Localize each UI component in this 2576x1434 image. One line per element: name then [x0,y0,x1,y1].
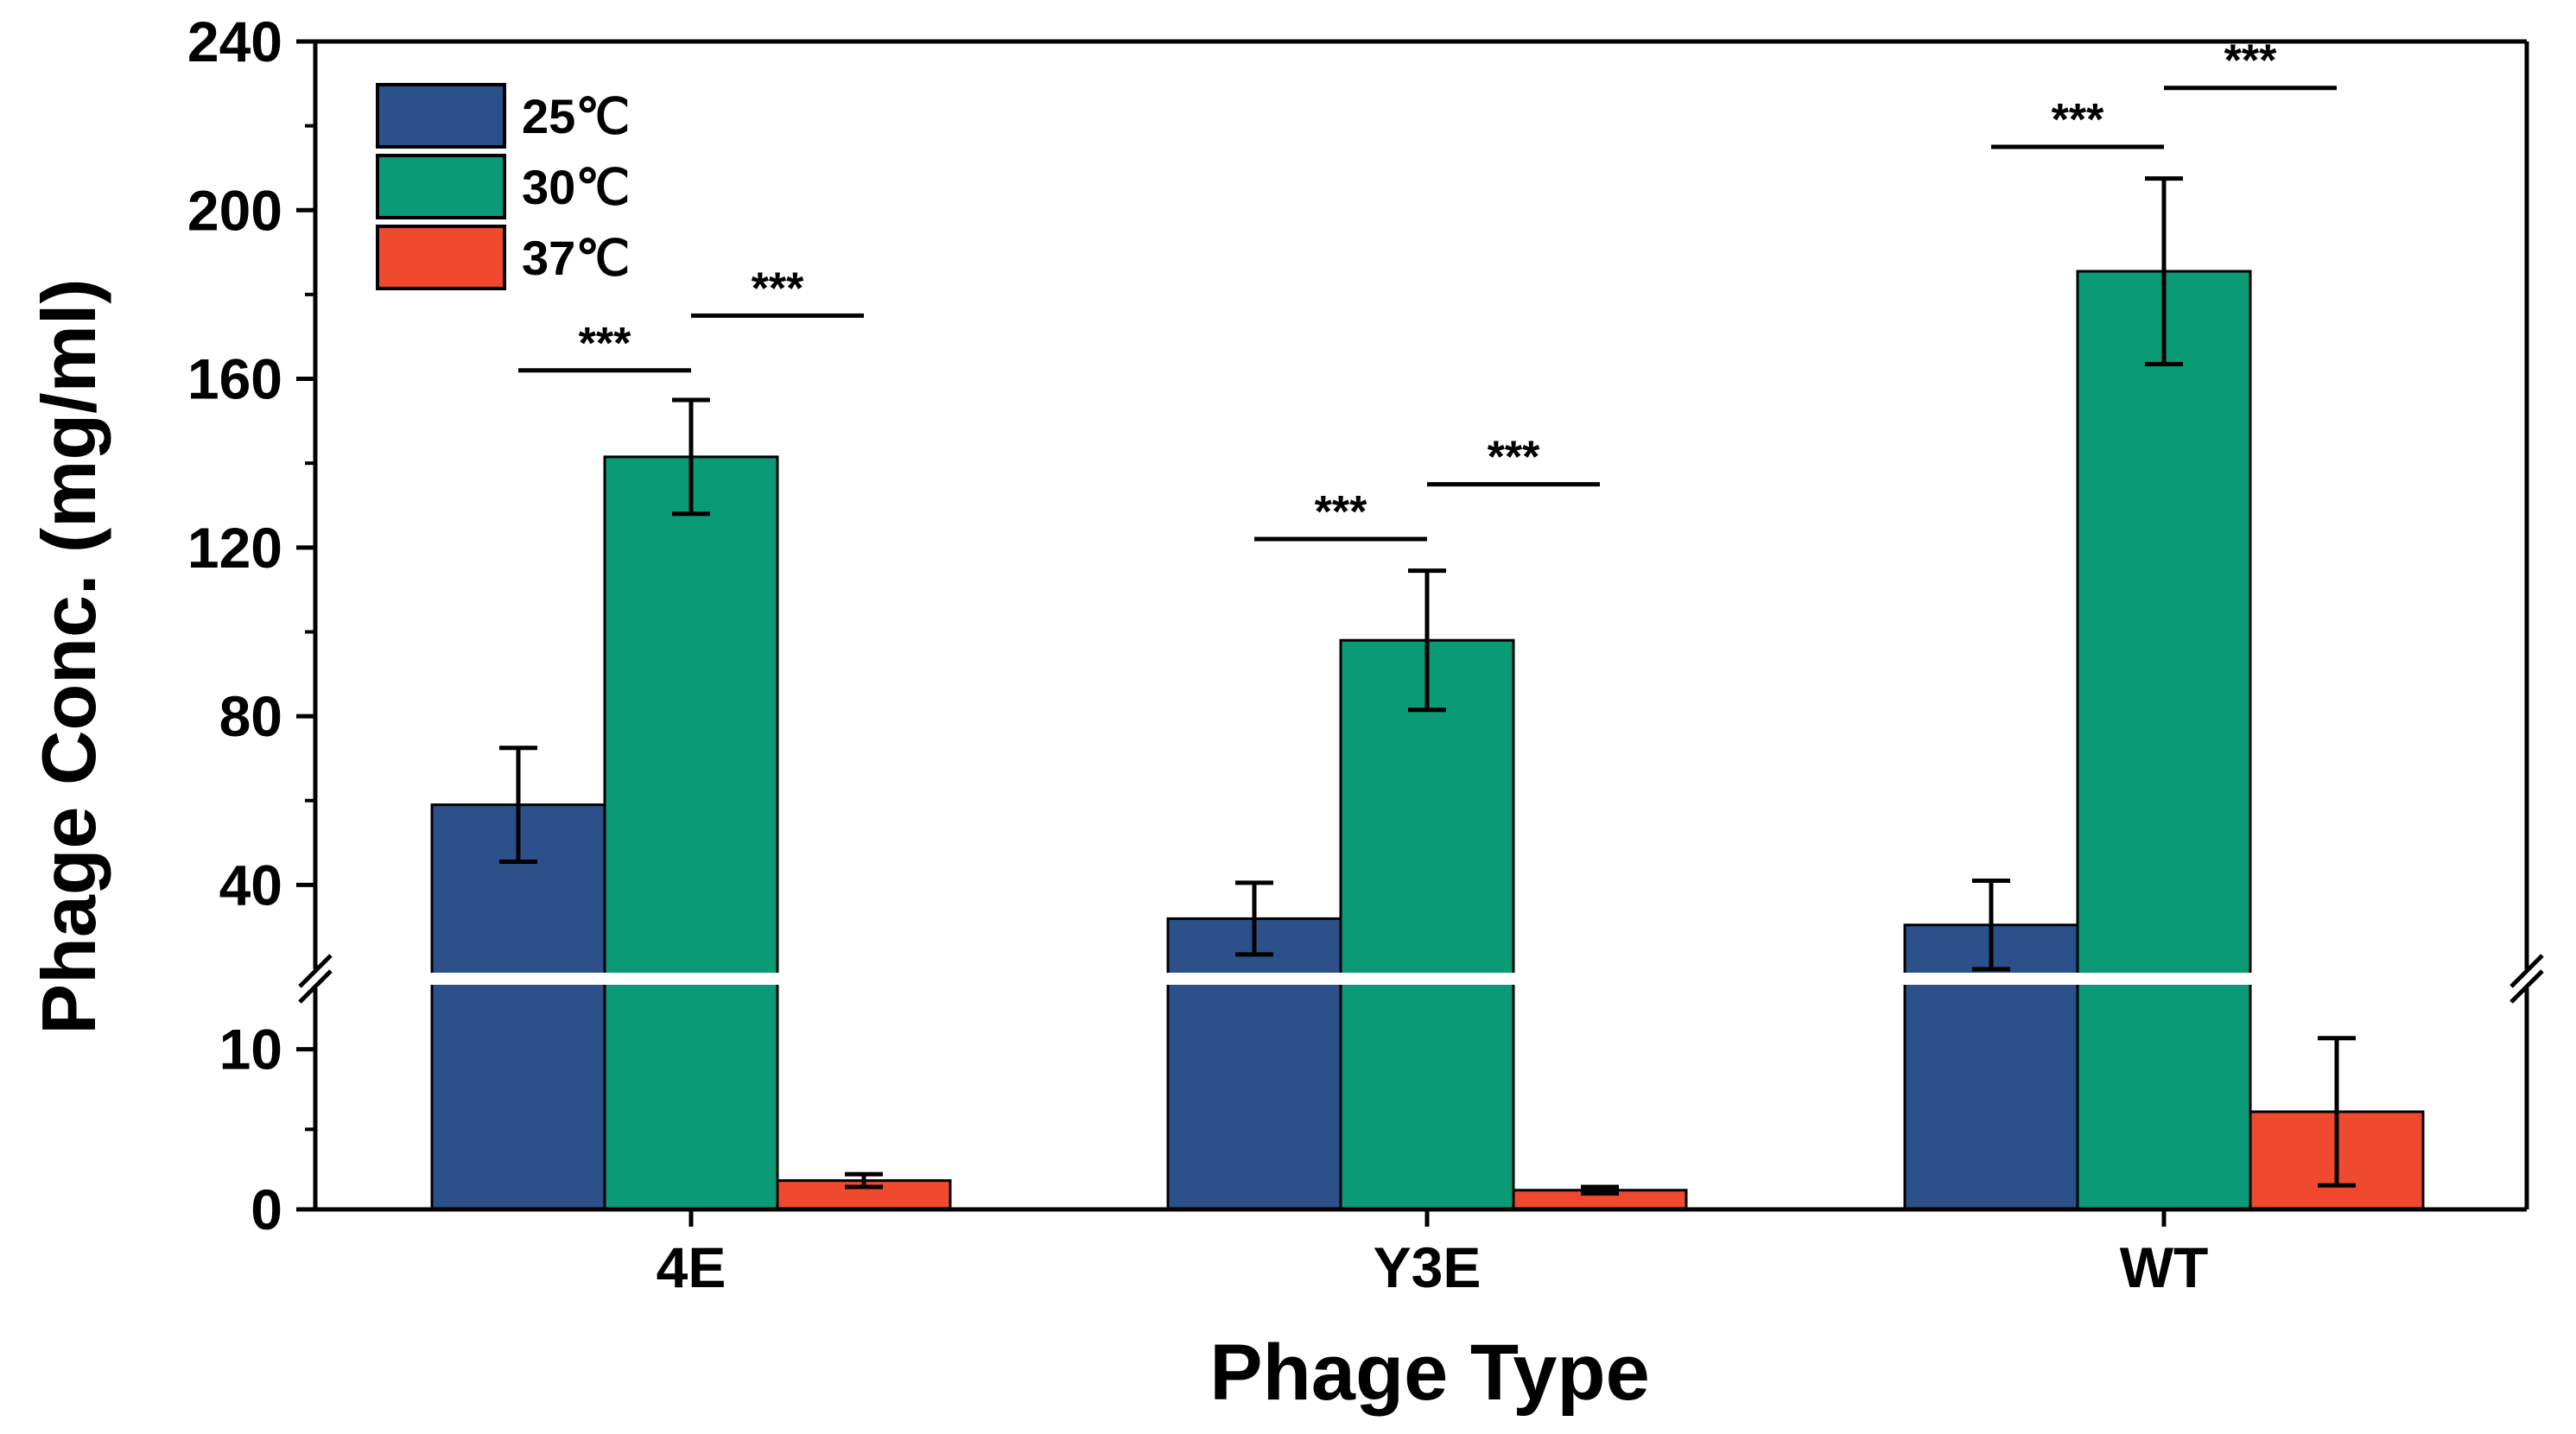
y-axis-title: Phage Conc. (mg/ml) [26,278,111,1034]
x-axis-title: Phage Type [1209,1329,1650,1417]
x-tick-label: Y3E [1374,1235,1482,1299]
error-bars-layer [499,176,2356,1196]
axis-break-gap [310,973,2532,985]
legend-label: 30℃ [522,160,630,214]
bar [430,803,606,1211]
y-tick-label: 120 [187,516,282,580]
y-tick-label: 240 [187,10,282,73]
legend-label: 37℃ [522,231,630,285]
axis-break-layer [310,973,2532,985]
y-tick-label: 80 [219,684,282,748]
bar [1903,923,2079,1211]
legend-swatch [376,225,506,290]
y-tick-label: 10 [219,1018,282,1082]
bar [1166,917,1342,1211]
legend-label: 25℃ [522,89,630,143]
significance-label: *** [579,319,631,369]
bar [603,455,779,1211]
y-tick-label: 0 [251,1177,282,1241]
x-tick-label: 4E [657,1235,726,1299]
significance-layer: *** *** *** *** *** *** [518,36,2337,542]
legend: 25℃ 30℃ 37℃ [376,83,630,290]
legend-swatch [376,83,506,149]
axis-break-mark [298,954,333,988]
significance-label: *** [752,263,804,314]
axes-layer: 40 80 120 160 200 240 0 10 4E Y3E WT [187,10,2544,1299]
axis-break-mark [2509,969,2544,1004]
bar [1339,638,1515,1211]
significance-label: *** [1315,487,1367,537]
axis-break-mark [298,969,333,1004]
significance-label: *** [2052,95,2104,145]
y-tick-label: 40 [219,853,282,917]
x-tick-label: WT [2120,1235,2209,1299]
significance-label: *** [2224,36,2277,86]
bar [2076,270,2252,1211]
bars-layer [430,270,2425,1211]
axis-break-mark [2509,954,2544,988]
y-tick-label: 200 [187,178,282,242]
significance-label: *** [1488,433,1540,483]
legend-swatch [376,154,506,219]
y-tick-label: 160 [187,347,282,411]
